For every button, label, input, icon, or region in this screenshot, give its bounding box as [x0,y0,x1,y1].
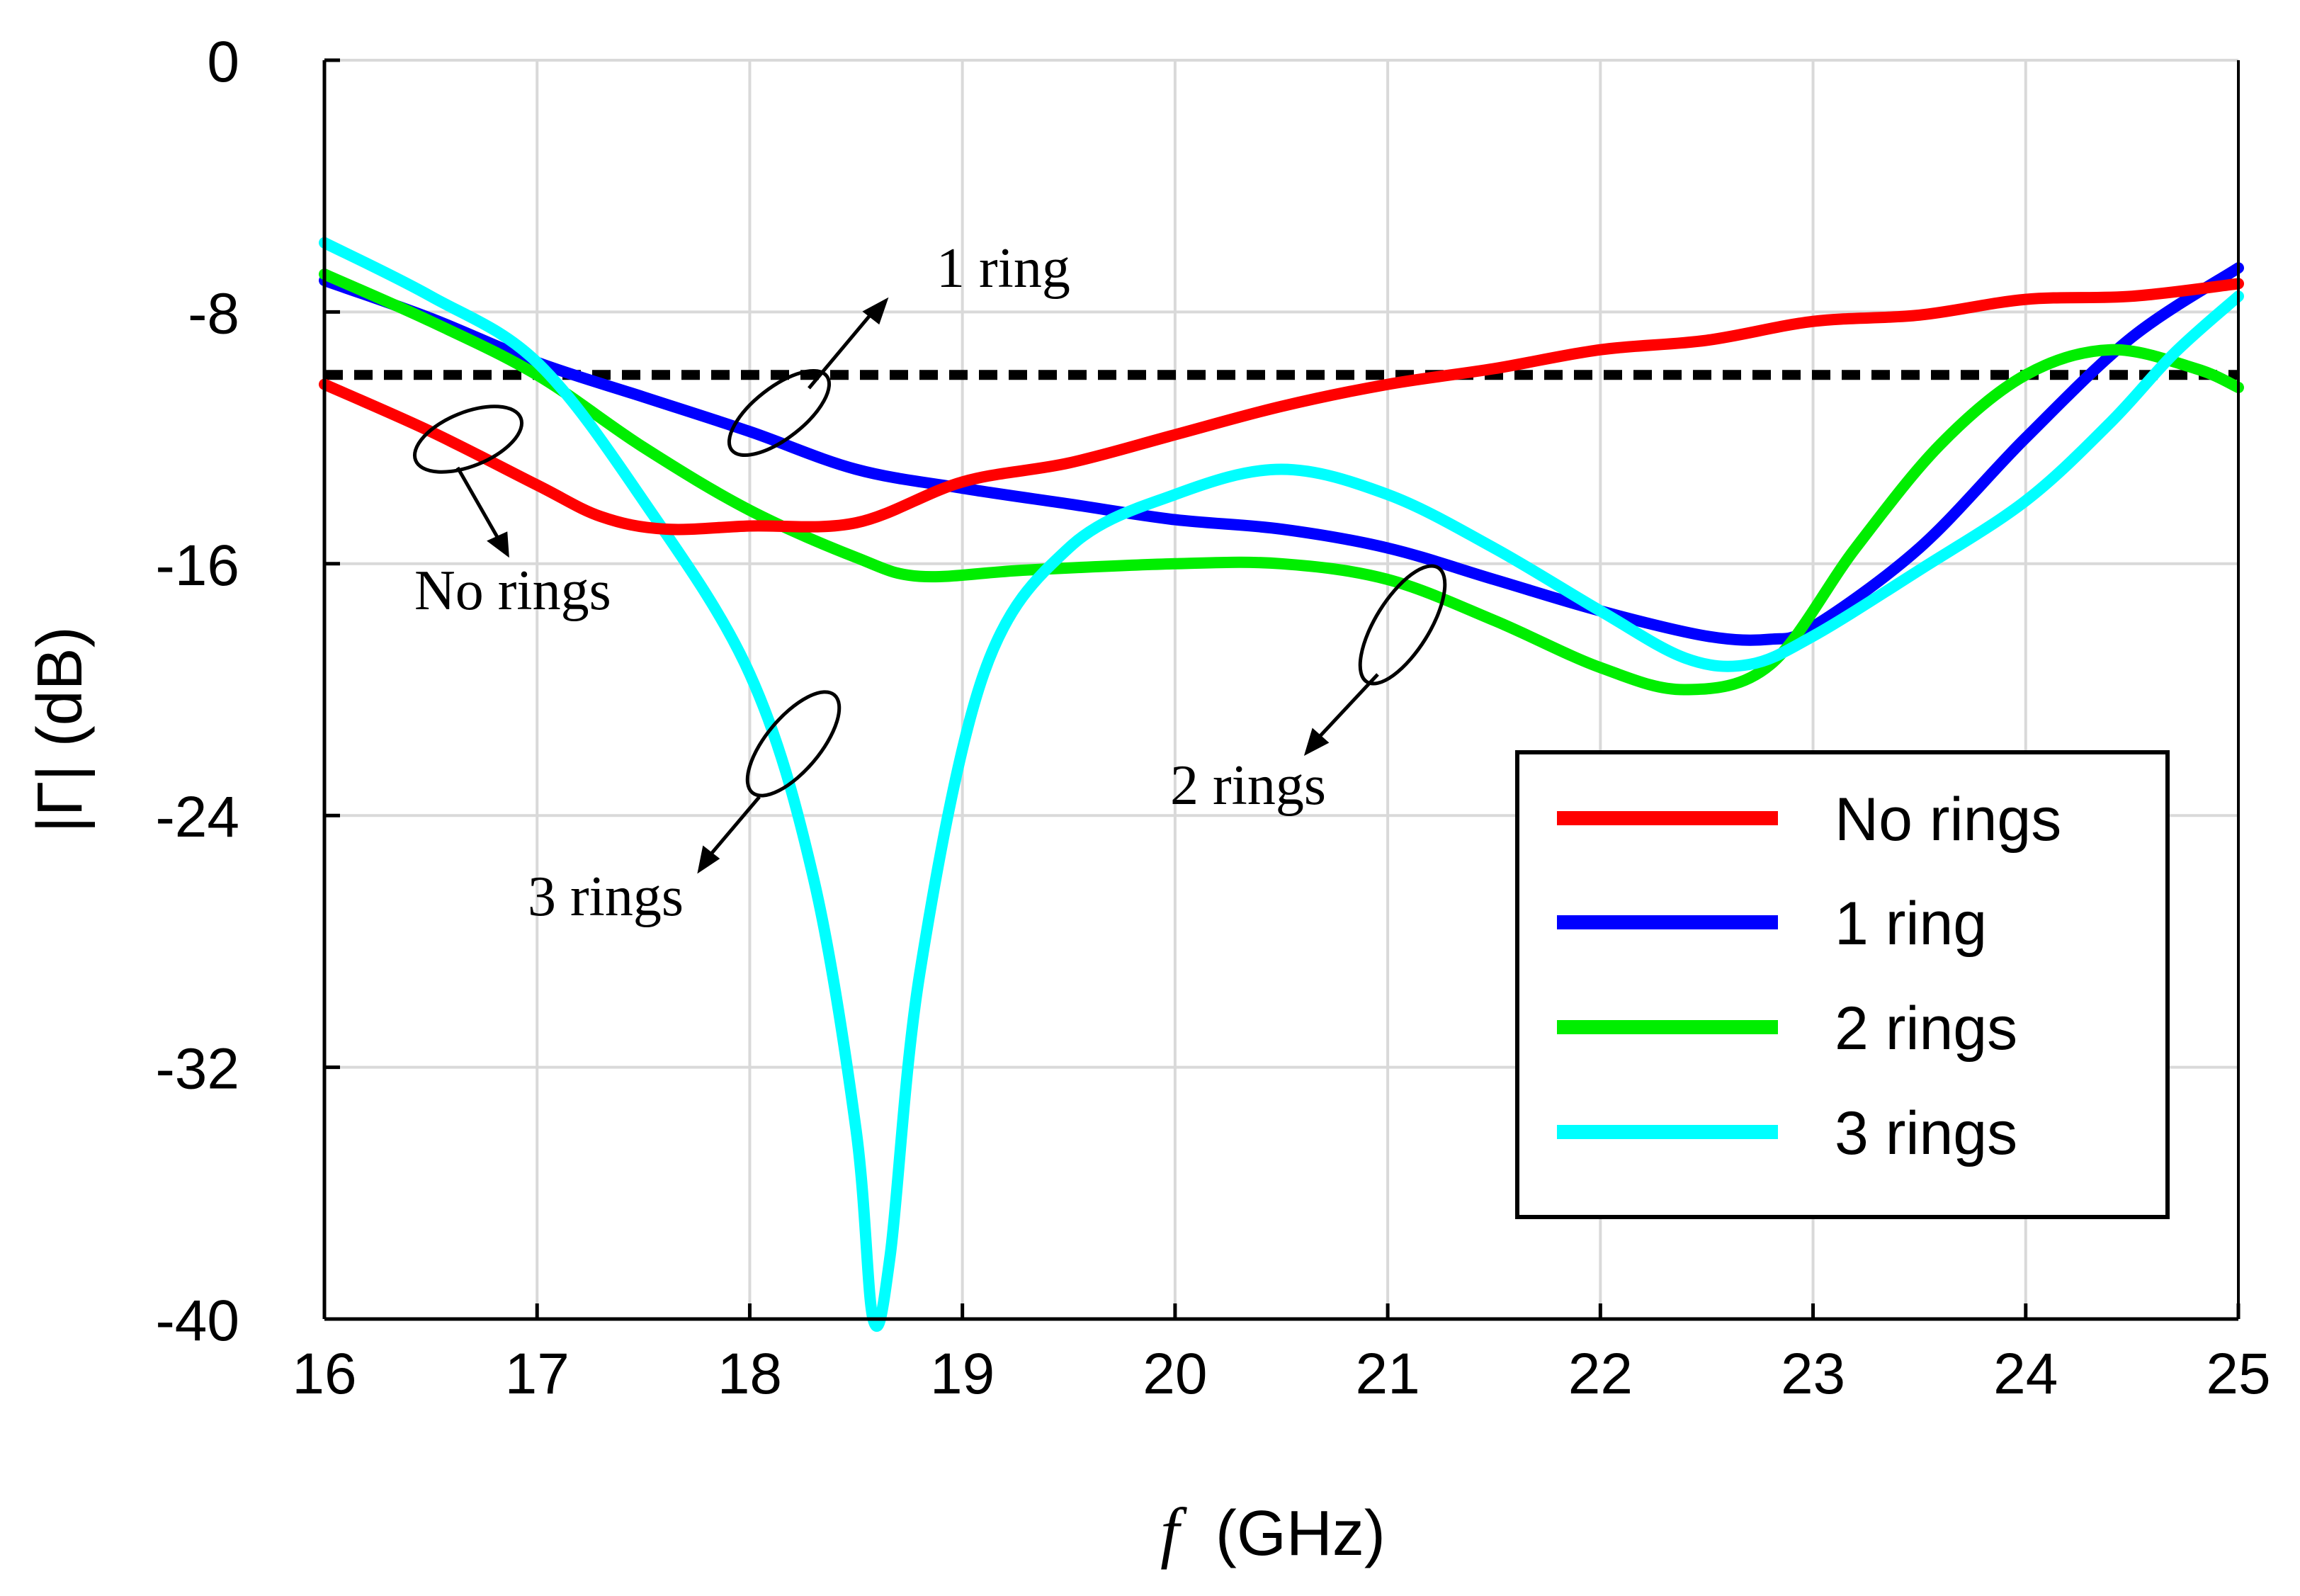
legend-label-2-rings: 2 rings [1835,995,2017,1063]
series-line-no-rings [319,278,2244,536]
annot-label-3-rings: 3 rings [528,866,684,928]
legend-box [1515,750,2170,1219]
annot-ellipse-no-rings [412,404,524,474]
annot-ellipse-2-rings [1358,564,1447,686]
annot-ellipse-1-ring [727,368,832,458]
x-tick-label-19: 19 [930,1342,995,1406]
series-line-2-rings [319,268,2244,696]
x-tick-label-23: 23 [1781,1342,1845,1406]
annot-arrow-no-rings [455,466,502,543]
y-tick-label--32: -32 [155,1037,239,1102]
series-line-1-ring [319,262,2244,646]
annot-arrow-2-rings [1315,673,1379,742]
y-tick-label--16: -16 [155,533,239,598]
annot-arrowhead-1-ring [862,297,889,325]
annot-label-no-rings: No rings [414,560,611,622]
x-axis-title: f (GHz) [1160,1494,1386,1570]
x-tick-label-22: 22 [1568,1342,1633,1406]
tick-labels: 16 17 18 19 20 21 22 23 24 25 0 -8 -16 -24 -32 -40 [155,30,2270,1406]
x-tick-label-25: 25 [2206,1342,2270,1406]
annot-label-1-ring: 1 ring [936,237,1070,300]
annotations [412,297,1447,874]
legend-label-no-rings: No rings [1835,786,2061,854]
series-line-3-rings [319,237,2244,1332]
plot-frame [322,58,2240,1321]
x-tick-label-24: 24 [1993,1342,2058,1406]
annot-ellipse-3-rings [745,690,842,798]
y-tick-label--24: -24 [155,785,239,849]
x-tick-label-18: 18 [718,1342,782,1406]
legend-label-3-rings: 3 rings [1835,1099,2017,1167]
annot-label-2-rings: 2 rings [1170,754,1326,817]
legend-label-1-ring: 1 ring [1835,890,1987,958]
y-axis-title: |Γ| (dB) [25,626,96,832]
x-tick-label-21: 21 [1356,1342,1420,1406]
x-axis-unit: (GHz) [1216,1498,1386,1569]
y-tick-label--8: -8 [188,281,239,346]
annot-arrowhead-2-rings [1303,728,1330,756]
y-tick-label--40: -40 [155,1289,239,1353]
x-tick-label-17: 17 [505,1342,570,1406]
y-tick-label-0: 0 [207,30,239,94]
annot-arrow-1-ring [808,312,873,390]
x-axis-symbol: f [1160,1494,1187,1570]
legend: No rings 1 ring 2 rings 3 rings [1515,750,2170,1219]
annot-arrow-3-rings [707,796,761,859]
x-tick-label-16: 16 [292,1342,356,1406]
series-layer [319,237,2244,1332]
x-tick-label-20: 20 [1143,1342,1207,1406]
annot-arrowhead-3-rings [697,845,720,874]
annot-arrowhead-no-rings [487,531,509,558]
